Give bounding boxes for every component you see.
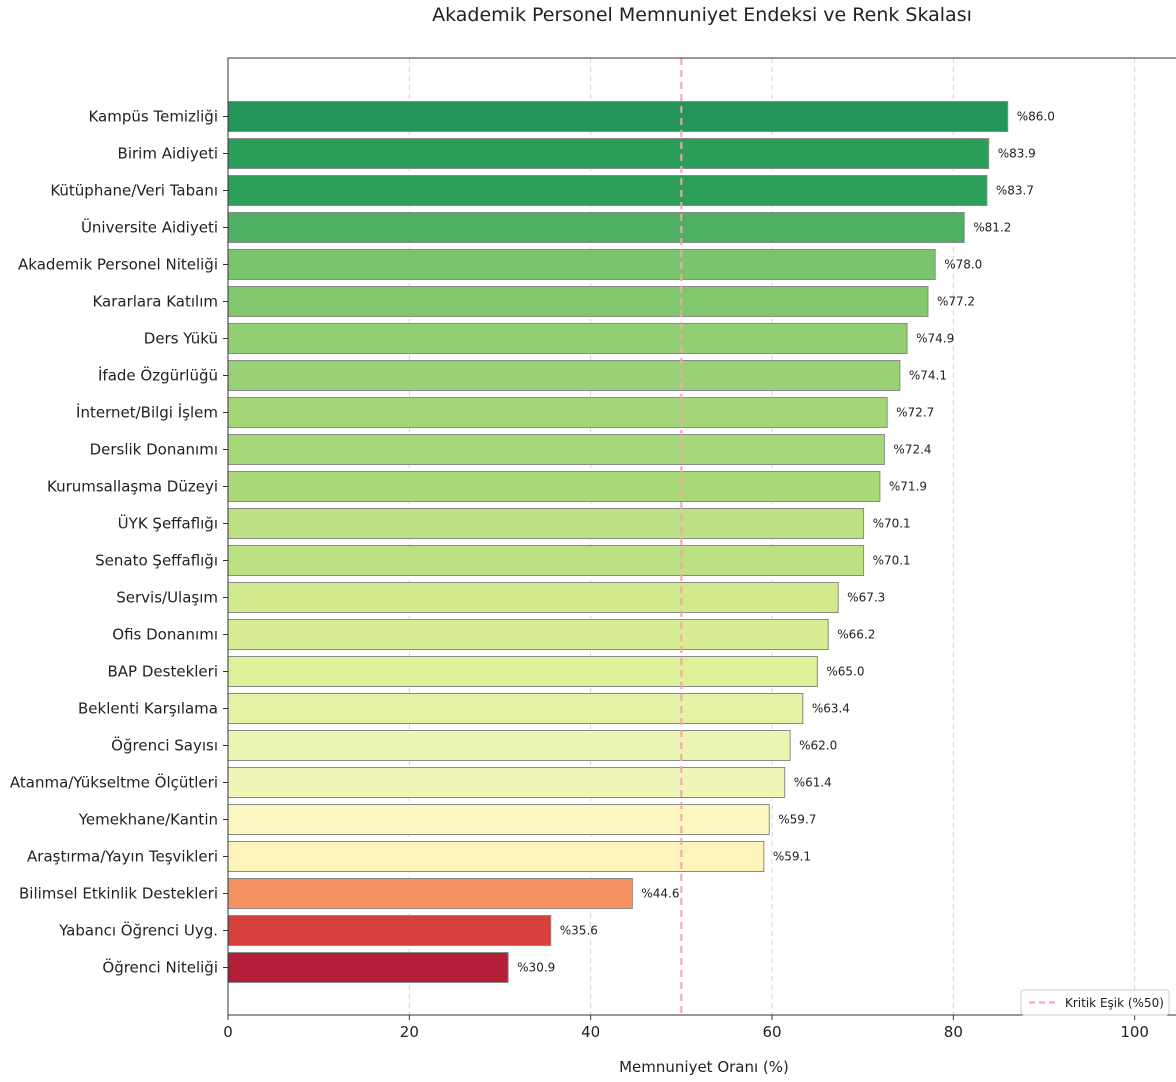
bar <box>227 878 633 909</box>
data-label: %72.4 <box>893 443 931 457</box>
y-tick-label: Kurumsallaşma Düzeyi <box>47 478 218 496</box>
y-tick-label: Ofis Donanımı <box>112 626 218 644</box>
data-label: %63.4 <box>812 702 850 716</box>
bar <box>227 286 929 317</box>
y-tick-label: Birim Aidiyeti <box>118 145 218 163</box>
y-tick-label: Öğrenci Niteliği <box>102 958 218 977</box>
bar <box>227 841 765 872</box>
data-label: %83.9 <box>998 147 1036 161</box>
data-label: %83.7 <box>996 184 1034 198</box>
x-tick-label: 40 <box>581 1023 600 1041</box>
data-label: %74.1 <box>909 369 947 383</box>
bar <box>227 952 509 983</box>
y-tick-label: Beklenti Karşılama <box>78 700 218 718</box>
y-tick-label: Yabancı Öğrenci Uyg. <box>58 921 218 940</box>
data-label: %66.2 <box>837 628 875 642</box>
y-tick-label: Derslik Donanımı <box>90 441 218 459</box>
x-axis-label: Memnuniyet Oranı (%) <box>619 1058 789 1076</box>
data-label: %71.9 <box>889 480 927 494</box>
y-tick-label: Bilimsel Etkinlik Destekleri <box>19 885 218 903</box>
x-tick-label: 60 <box>762 1023 781 1041</box>
y-tick-label: Atanma/Yükseltme Ölçütleri <box>10 773 218 792</box>
bar <box>227 693 804 724</box>
y-tick-label: Yemekhane/Kantin <box>78 811 218 829</box>
y-tick-label: Üniversite Aidiyeti <box>81 218 218 237</box>
bar <box>227 360 901 391</box>
y-tick-label: Öğrenci Sayısı <box>111 736 218 755</box>
bar <box>227 212 965 243</box>
bar <box>227 397 888 428</box>
data-label: %65.0 <box>826 665 864 679</box>
data-label: %74.9 <box>916 332 954 346</box>
y-tick-label: ÜYK Şeffaflığı <box>118 514 218 533</box>
legend-entry: Kritik Eşik (%50) <box>1065 996 1164 1010</box>
data-label: %62.0 <box>799 739 837 753</box>
bar <box>227 656 818 687</box>
bar <box>227 767 786 798</box>
x-tick-label: 0 <box>223 1023 233 1041</box>
y-tick-label: Akademik Personel Niteliği <box>18 256 218 274</box>
bar <box>227 323 908 354</box>
y-tick-label: BAP Destekleri <box>108 663 219 681</box>
y-tick-label: Senato Şeffaflığı <box>95 552 218 570</box>
y-tick-label: Servis/Ulaşım <box>116 589 218 607</box>
bar <box>227 249 936 280</box>
y-tick-label: Ders Yükü <box>144 330 218 348</box>
bar <box>227 471 881 502</box>
data-label: %59.7 <box>778 813 816 827</box>
data-label: %59.1 <box>773 850 811 864</box>
data-label: %30.9 <box>517 961 555 975</box>
bar <box>227 619 829 650</box>
data-label: %67.3 <box>847 591 885 605</box>
bar <box>227 915 552 946</box>
bar <box>227 508 865 539</box>
bar <box>227 804 770 835</box>
data-label: %44.6 <box>641 887 679 901</box>
bar <box>227 730 791 761</box>
chart-title: Akademik Personel Memnuniyet Endeksi ve … <box>432 4 972 26</box>
bar <box>227 434 885 465</box>
data-label: %81.2 <box>973 221 1011 235</box>
y-tick-label: Kütüphane/Veri Tabanı <box>50 182 218 200</box>
bar <box>227 545 865 576</box>
legend-box <box>1020 989 1170 1016</box>
x-tick-label: 20 <box>400 1023 419 1041</box>
y-tick-label: Kararlara Katılım <box>92 293 218 311</box>
y-tick-label: Kampüs Temizliği <box>88 108 218 126</box>
bar <box>227 175 988 206</box>
bar <box>227 138 990 169</box>
bar <box>227 582 839 613</box>
y-tick-label: İnternet/Bilgi İşlem <box>76 403 218 422</box>
data-label: %78.0 <box>944 258 982 272</box>
data-label: %72.7 <box>896 406 934 420</box>
data-label: %70.1 <box>873 554 911 568</box>
y-tick-label: Araştırma/Yayın Teşvikleri <box>27 848 218 866</box>
data-label: %35.6 <box>560 924 598 938</box>
data-label: %70.1 <box>873 517 911 531</box>
data-label: %61.4 <box>794 776 832 790</box>
data-label: %77.2 <box>937 295 975 309</box>
y-tick-label: İfade Özgürlüğü <box>98 366 218 385</box>
data-label: %86.0 <box>1017 110 1055 124</box>
bar <box>227 101 1009 132</box>
plot-frame <box>227 57 1176 1016</box>
x-tick-label: 100 <box>1120 1023 1149 1041</box>
x-tick-label: 80 <box>944 1023 963 1041</box>
